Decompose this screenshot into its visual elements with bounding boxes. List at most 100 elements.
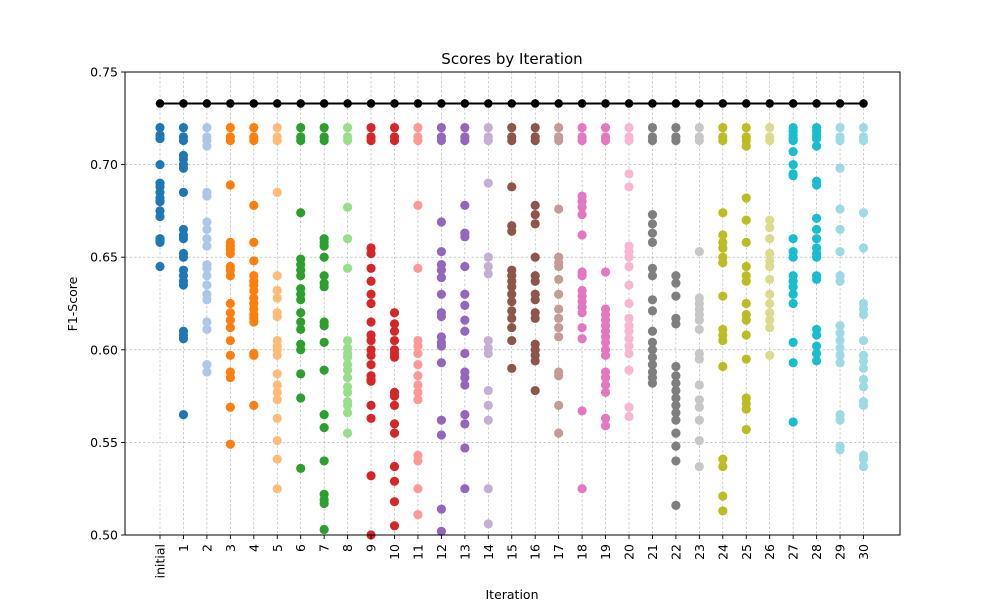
data-point [436, 504, 446, 514]
data-point [413, 360, 423, 370]
data-point [647, 352, 658, 362]
data-point [577, 135, 587, 146]
data-point [812, 180, 822, 190]
data-point [202, 324, 212, 335]
data-point [577, 210, 587, 220]
data-point [343, 400, 353, 410]
data-point [694, 354, 704, 364]
data-point [178, 187, 189, 197]
data-point [436, 430, 446, 440]
data-point [600, 337, 611, 347]
data-point [178, 252, 189, 262]
data-point [624, 402, 634, 412]
data-point [835, 224, 845, 235]
data-point [694, 315, 704, 325]
data-point [788, 358, 798, 368]
data-point [225, 315, 235, 325]
data-point [483, 178, 493, 188]
data-point [413, 510, 423, 520]
x-tick-label: 27 [786, 544, 801, 560]
data-point [671, 400, 681, 410]
data-point [483, 261, 493, 272]
data-point [718, 230, 728, 240]
data-point [319, 135, 329, 146]
data-point [343, 365, 353, 375]
data-point [249, 256, 259, 266]
data-point [296, 345, 306, 355]
data-point [366, 248, 376, 259]
data-point [671, 371, 681, 381]
data-point [624, 252, 634, 262]
data-point [249, 135, 259, 146]
data-point [624, 182, 634, 192]
data-point [202, 271, 212, 281]
data-point [765, 261, 775, 272]
data-point [741, 122, 751, 133]
data-point [413, 456, 423, 466]
data-point [483, 269, 493, 279]
data-point [389, 419, 400, 429]
data-point [671, 408, 681, 418]
data-point [554, 322, 564, 333]
data-point [272, 454, 282, 464]
data-point [460, 261, 470, 272]
x-tick-label: 13 [457, 544, 472, 560]
best-line-point [835, 99, 845, 108]
data-point [554, 261, 564, 272]
data-point [671, 319, 681, 329]
data-point [272, 369, 282, 379]
x-tick-label: 14 [481, 544, 496, 560]
data-point [225, 350, 235, 360]
data-point [600, 267, 611, 277]
data-point [554, 274, 564, 285]
data-point [483, 135, 493, 146]
data-point [272, 387, 282, 397]
data-point [812, 141, 822, 151]
x-tick-label: 25 [739, 544, 754, 560]
data-point [343, 234, 353, 244]
data-point [812, 330, 822, 340]
data-point [788, 298, 798, 309]
data-point [225, 271, 235, 281]
data-point [272, 135, 282, 146]
data-point [647, 326, 658, 336]
data-point [741, 193, 751, 203]
data-point [413, 263, 423, 273]
data-point [741, 330, 751, 340]
data-point [343, 352, 353, 362]
data-point [366, 413, 376, 423]
data-point [460, 232, 470, 242]
best-line-point [812, 99, 821, 108]
data-point [554, 122, 564, 133]
data-point [788, 289, 798, 299]
x-tick-label: 3 [223, 544, 238, 552]
data-point [436, 526, 446, 536]
data-point [389, 319, 400, 329]
data-point [460, 200, 470, 210]
data-point [718, 506, 728, 516]
data-point [343, 387, 353, 397]
data-point [389, 497, 400, 507]
data-point [272, 271, 282, 281]
data-point [436, 217, 446, 227]
data-point [202, 234, 212, 244]
data-point [389, 391, 400, 401]
best-line-point [577, 99, 587, 108]
data-point [460, 315, 470, 325]
data-point [366, 276, 376, 286]
data-point [272, 380, 282, 390]
data-point [647, 228, 658, 238]
data-point [272, 122, 282, 133]
data-point [554, 204, 564, 214]
data-point [413, 395, 423, 405]
data-point [507, 135, 517, 146]
data-point [718, 135, 728, 146]
data-point [741, 215, 751, 225]
data-point [671, 278, 681, 288]
data-point [812, 356, 822, 366]
data-point [296, 295, 306, 305]
x-tick-label: 28 [809, 544, 824, 560]
data-point [483, 348, 493, 359]
data-point [577, 322, 587, 333]
